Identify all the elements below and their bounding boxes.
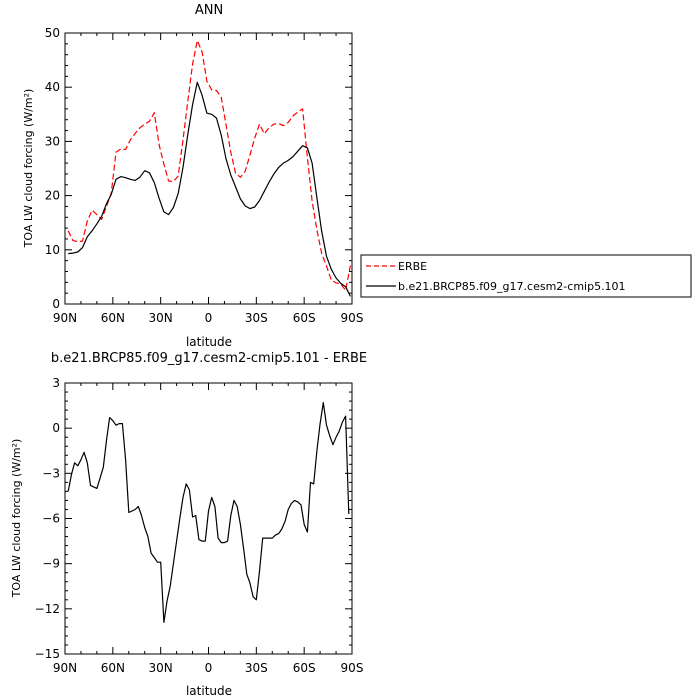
bottom-y-ticks: 3 0 −3 −6 −9 −12 −15	[35, 376, 352, 661]
top-y-tick-label: 10	[45, 243, 60, 257]
bottom-y-axis-label: TOA LW cloud forcing (W/m²)	[10, 439, 23, 599]
top-panel: ANN 0 10 20 30 40 50 90N 60N 30N 0 30S 60S 90S lati…	[22, 3, 363, 349]
top-x-tick-label: 30N	[149, 311, 173, 325]
bottom-series-line-difference	[67, 402, 350, 624]
bottom-x-tick-label: 30S	[245, 661, 268, 675]
top-x-ticks: 90N 60N 30N 0 30S 60S 90S	[53, 33, 364, 325]
top-y-tick-label: 40	[45, 80, 60, 94]
bottom-plot-frame	[64, 382, 353, 655]
bottom-y-tick-label: −9	[42, 557, 60, 571]
bottom-series-group	[67, 402, 350, 624]
top-x-tick-label: 60N	[101, 311, 125, 325]
bottom-y-tick-label: 3	[52, 376, 60, 390]
bottom-x-tick-label: 60S	[293, 661, 316, 675]
legend-label-erbe: ERBE	[398, 260, 427, 273]
bottom-x-tick-label: 90S	[341, 661, 364, 675]
bottom-x-axis-label: latitude	[186, 684, 232, 698]
bottom-y-tick-label: 0	[52, 421, 60, 435]
top-x-axis-label: latitude	[186, 335, 232, 349]
bottom-x-tick-label: 90N	[53, 661, 77, 675]
bottom-panel: b.e21.BRCP85.f09_g17.cesm2-cmip5.101 - E…	[10, 351, 367, 698]
top-y-tick-label: 20	[45, 189, 60, 203]
top-y-axis-label: TOA LW cloud forcing (W/m²)	[22, 89, 35, 249]
bottom-y-tick-label: −12	[35, 602, 60, 616]
top-y-ticks: 0 10 20 30 40 50	[45, 26, 352, 311]
top-x-tick-label: 90N	[53, 311, 77, 325]
legend-box	[360, 254, 692, 298]
top-series-line-erbe	[67, 39, 351, 291]
bottom-y-tick-label: −6	[42, 512, 60, 526]
top-y-tick-label: 30	[45, 134, 60, 148]
top-x-tick-label: 60S	[293, 311, 316, 325]
top-x-tick-label: 0	[205, 311, 213, 325]
top-y-tick-label: 50	[45, 26, 60, 40]
legend-label-model: b.e21.BRCP85.f09_g17.cesm2-cmip5.101	[398, 280, 626, 293]
top-series-group	[67, 39, 351, 297]
top-series-line-model	[68, 81, 351, 297]
top-x-tick-label: 90S	[341, 311, 364, 325]
bottom-chart-title: b.e21.BRCP85.f09_g17.cesm2-cmip5.101 - E…	[51, 351, 367, 366]
bottom-x-ticks: 90N 60N 30N 0 30S 60S 90S	[53, 383, 364, 675]
bottom-y-tick-label: −15	[35, 647, 60, 661]
top-x-tick-label: 30S	[245, 311, 268, 325]
top-chart-title: ANN	[195, 3, 223, 18]
top-y-tick-label: 0	[52, 297, 60, 311]
bottom-x-tick-label: 0	[205, 661, 213, 675]
bottom-x-tick-label: 30N	[149, 661, 173, 675]
legend: ERBE b.e21.BRCP85.f09_g17.cesm2-cmip5.10…	[360, 254, 692, 298]
bottom-y-tick-label: −3	[42, 466, 60, 480]
bottom-x-tick-label: 60N	[101, 661, 125, 675]
